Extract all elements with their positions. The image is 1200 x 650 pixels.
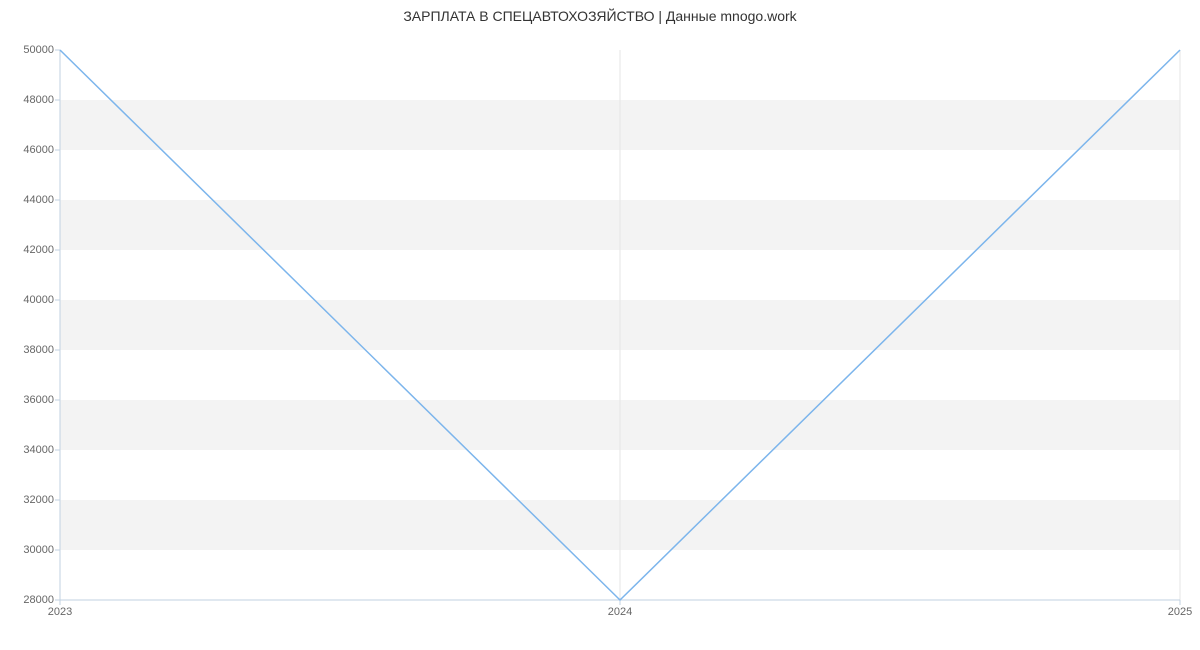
y-tick-label: 48000: [23, 94, 54, 106]
chart-title: ЗАРПЛАТА В СПЕЦАВТОХОЗЯЙСТВО | Данные mn…: [0, 8, 1200, 24]
series-line-salary: [60, 50, 1180, 600]
y-tick-label: 32000: [23, 494, 54, 506]
y-tick-label: 42000: [23, 244, 54, 256]
plot-area: 2800030000320003400036000380004000042000…: [60, 50, 1180, 600]
y-tick-label: 36000: [23, 394, 54, 406]
salary-chart: ЗАРПЛАТА В СПЕЦАВТОХОЗЯЙСТВО | Данные mn…: [0, 0, 1200, 650]
x-tick-label: 2023: [48, 606, 72, 618]
y-tick-label: 44000: [23, 194, 54, 206]
y-tick-label: 46000: [23, 144, 54, 156]
y-tick-label: 30000: [23, 544, 54, 556]
y-tick-label: 40000: [23, 294, 54, 306]
y-tick-label: 50000: [23, 44, 54, 56]
y-tick-label: 28000: [23, 594, 54, 606]
y-tick-label: 38000: [23, 344, 54, 356]
x-tick-label: 2024: [608, 606, 632, 618]
x-tick-label: 2025: [1168, 606, 1192, 618]
y-tick-label: 34000: [23, 444, 54, 456]
